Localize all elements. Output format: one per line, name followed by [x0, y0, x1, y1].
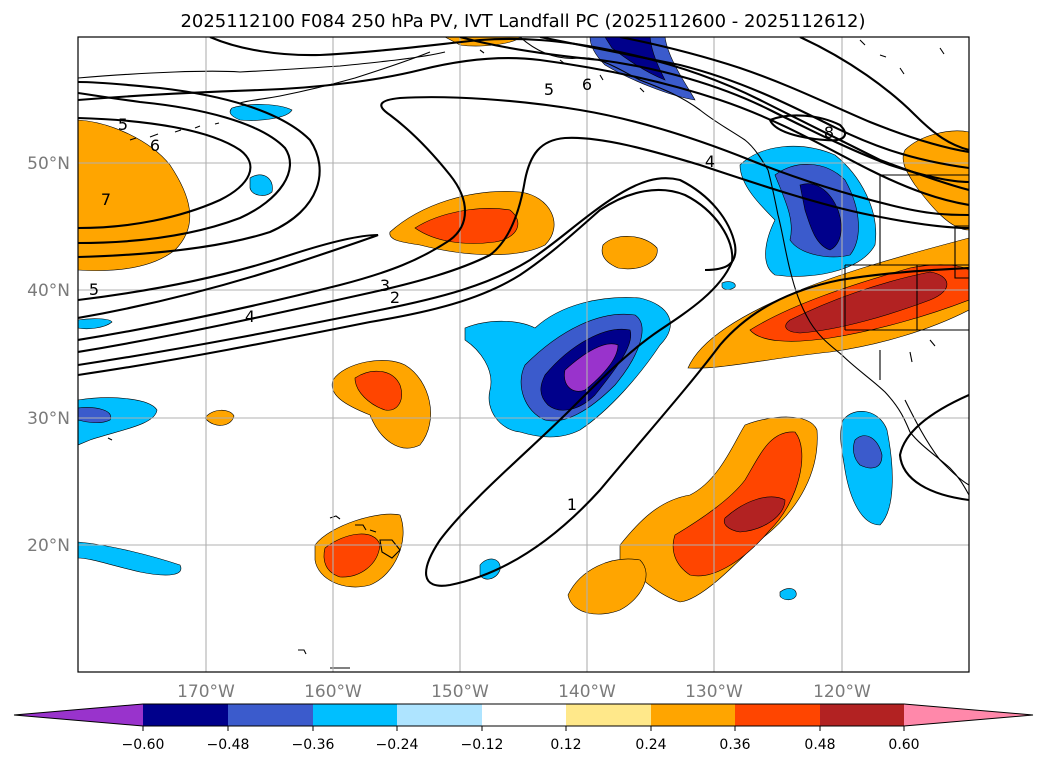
contour-label: 1 — [567, 495, 577, 514]
contour-labels: 5 6 7 5 4 3 2 5 6 4 8 1 — [89, 75, 834, 514]
colorbar-ticks — [142, 726, 905, 731]
colorbar-segment — [820, 704, 904, 726]
anomaly-negative-small-4 — [779, 588, 797, 601]
lat-label: 20°N — [27, 536, 70, 556]
lon-label: 150°W — [431, 682, 489, 702]
contour-label: 5 — [544, 80, 554, 99]
colorbar-tick-label: 0.48 — [804, 737, 835, 753]
colorbar-tick-label: −0.48 — [207, 737, 250, 753]
colorbar-tick-label: 0.36 — [719, 737, 750, 753]
anomaly-negative-main-core — [564, 343, 619, 392]
contour-label: 7 — [101, 190, 111, 209]
colorbar-segment — [482, 704, 566, 726]
anomaly-negative-southwest — [78, 541, 182, 576]
anomaly-positive-subtropical-west-core — [354, 371, 402, 411]
anomaly-positive-south — [567, 558, 647, 615]
lat-label: 40°N — [27, 281, 70, 301]
anomaly-negative-east-core — [853, 435, 883, 469]
colorbar-extend-left — [14, 704, 143, 726]
colorbar-extend-right — [904, 704, 1033, 726]
colorbar-segment — [735, 704, 820, 726]
anomaly-positive-central-north-core — [414, 208, 519, 244]
colorbar-tick-label: −0.12 — [461, 737, 504, 753]
lon-label: 140°W — [558, 682, 616, 702]
contours — [78, 37, 969, 587]
contour-label: 5 — [118, 115, 128, 134]
map-title: 2025112100 F084 250 hPa PV, IVT Landfall… — [180, 11, 865, 32]
colorbar-segment — [228, 704, 313, 726]
contour-label: 4 — [245, 307, 255, 326]
colorbar-segment — [566, 704, 651, 726]
lon-label: 170°W — [177, 682, 235, 702]
anomaly-negative-small-1 — [229, 104, 293, 121]
contour-label: 2 — [390, 288, 400, 307]
lon-label: 130°W — [685, 682, 743, 702]
colorbar-segment — [143, 704, 228, 726]
colorbar-segment — [313, 704, 397, 726]
colorbar-segment — [397, 704, 482, 726]
colorbar-tick-label: −0.36 — [292, 737, 335, 753]
lat-label: 50°N — [27, 154, 70, 174]
colorbar-tick-label: 0.60 — [888, 737, 919, 753]
anomaly-negative-small-5 — [78, 318, 113, 330]
anomaly-positive-west — [78, 119, 191, 271]
anomaly-positive-small-blob — [601, 235, 658, 270]
colorbar-tick-label: −0.24 — [376, 737, 419, 753]
lon-label: 160°W — [304, 682, 362, 702]
lat-label: 30°N — [27, 409, 70, 429]
map-panel: 5 6 7 5 4 3 2 5 6 4 8 1 — [77, 36, 970, 673]
colorbar-tick-label: 0.12 — [550, 737, 581, 753]
colorbar: −0.60 −0.48 −0.36 −0.24 −0.12 0.12 0.24 … — [13, 703, 1034, 753]
anomaly-negative-east — [840, 411, 893, 526]
colorbar-tick-label: −0.60 — [122, 737, 165, 753]
contour-label: 5 — [89, 280, 99, 299]
anomaly-positive-subtropical-east-max — [723, 496, 786, 533]
anomaly-negative-west-core — [78, 407, 112, 424]
shaded-field-negative — [78, 37, 893, 601]
anomaly-negative-small-2 — [249, 174, 273, 196]
longitude-labels: 170°W 160°W 150°W 140°W 130°W 120°W — [177, 682, 871, 702]
contour-label: 3 — [380, 276, 390, 295]
contour-label: 4 — [705, 152, 715, 171]
map-frame — [77, 36, 970, 673]
anomaly-negative-small-6 — [721, 281, 736, 290]
colorbar-segment — [651, 704, 735, 726]
colorbar-tick-label: 0.24 — [635, 737, 666, 753]
gridlines — [78, 37, 969, 672]
lon-label: 120°W — [813, 682, 871, 702]
contour-label: 6 — [582, 75, 592, 94]
anomaly-positive-subtropical-east-core — [672, 431, 803, 577]
contour-label: 6 — [150, 136, 160, 155]
contour-label: 8 — [824, 123, 834, 142]
latitude-labels: 50°N 40°N 30°N 20°N — [27, 154, 70, 556]
